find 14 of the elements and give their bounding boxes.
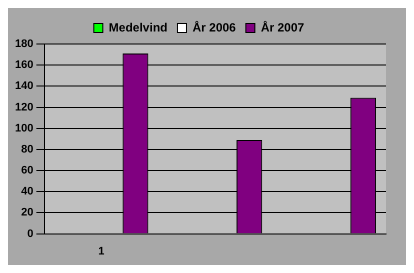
y-tick-label: 0: [27, 228, 34, 240]
y-tick-label: 60: [21, 164, 34, 177]
y-tick-label: 100: [14, 122, 34, 134]
y-tick-label: 120: [14, 101, 34, 114]
y-tick-label: 80: [21, 143, 34, 156]
y-tick-label: 180: [14, 38, 34, 50]
legend-label: År 2007: [260, 20, 305, 34]
legend-label: Medelvind: [108, 20, 168, 34]
y-tick-label: 160: [14, 59, 34, 72]
y-tick-label: 40: [21, 186, 34, 198]
y-tick-label: 20: [21, 206, 34, 219]
legend-label: År 2006: [192, 20, 236, 34]
y-tick-label: 140: [14, 80, 34, 92]
x-tick-label: 1: [98, 245, 104, 258]
